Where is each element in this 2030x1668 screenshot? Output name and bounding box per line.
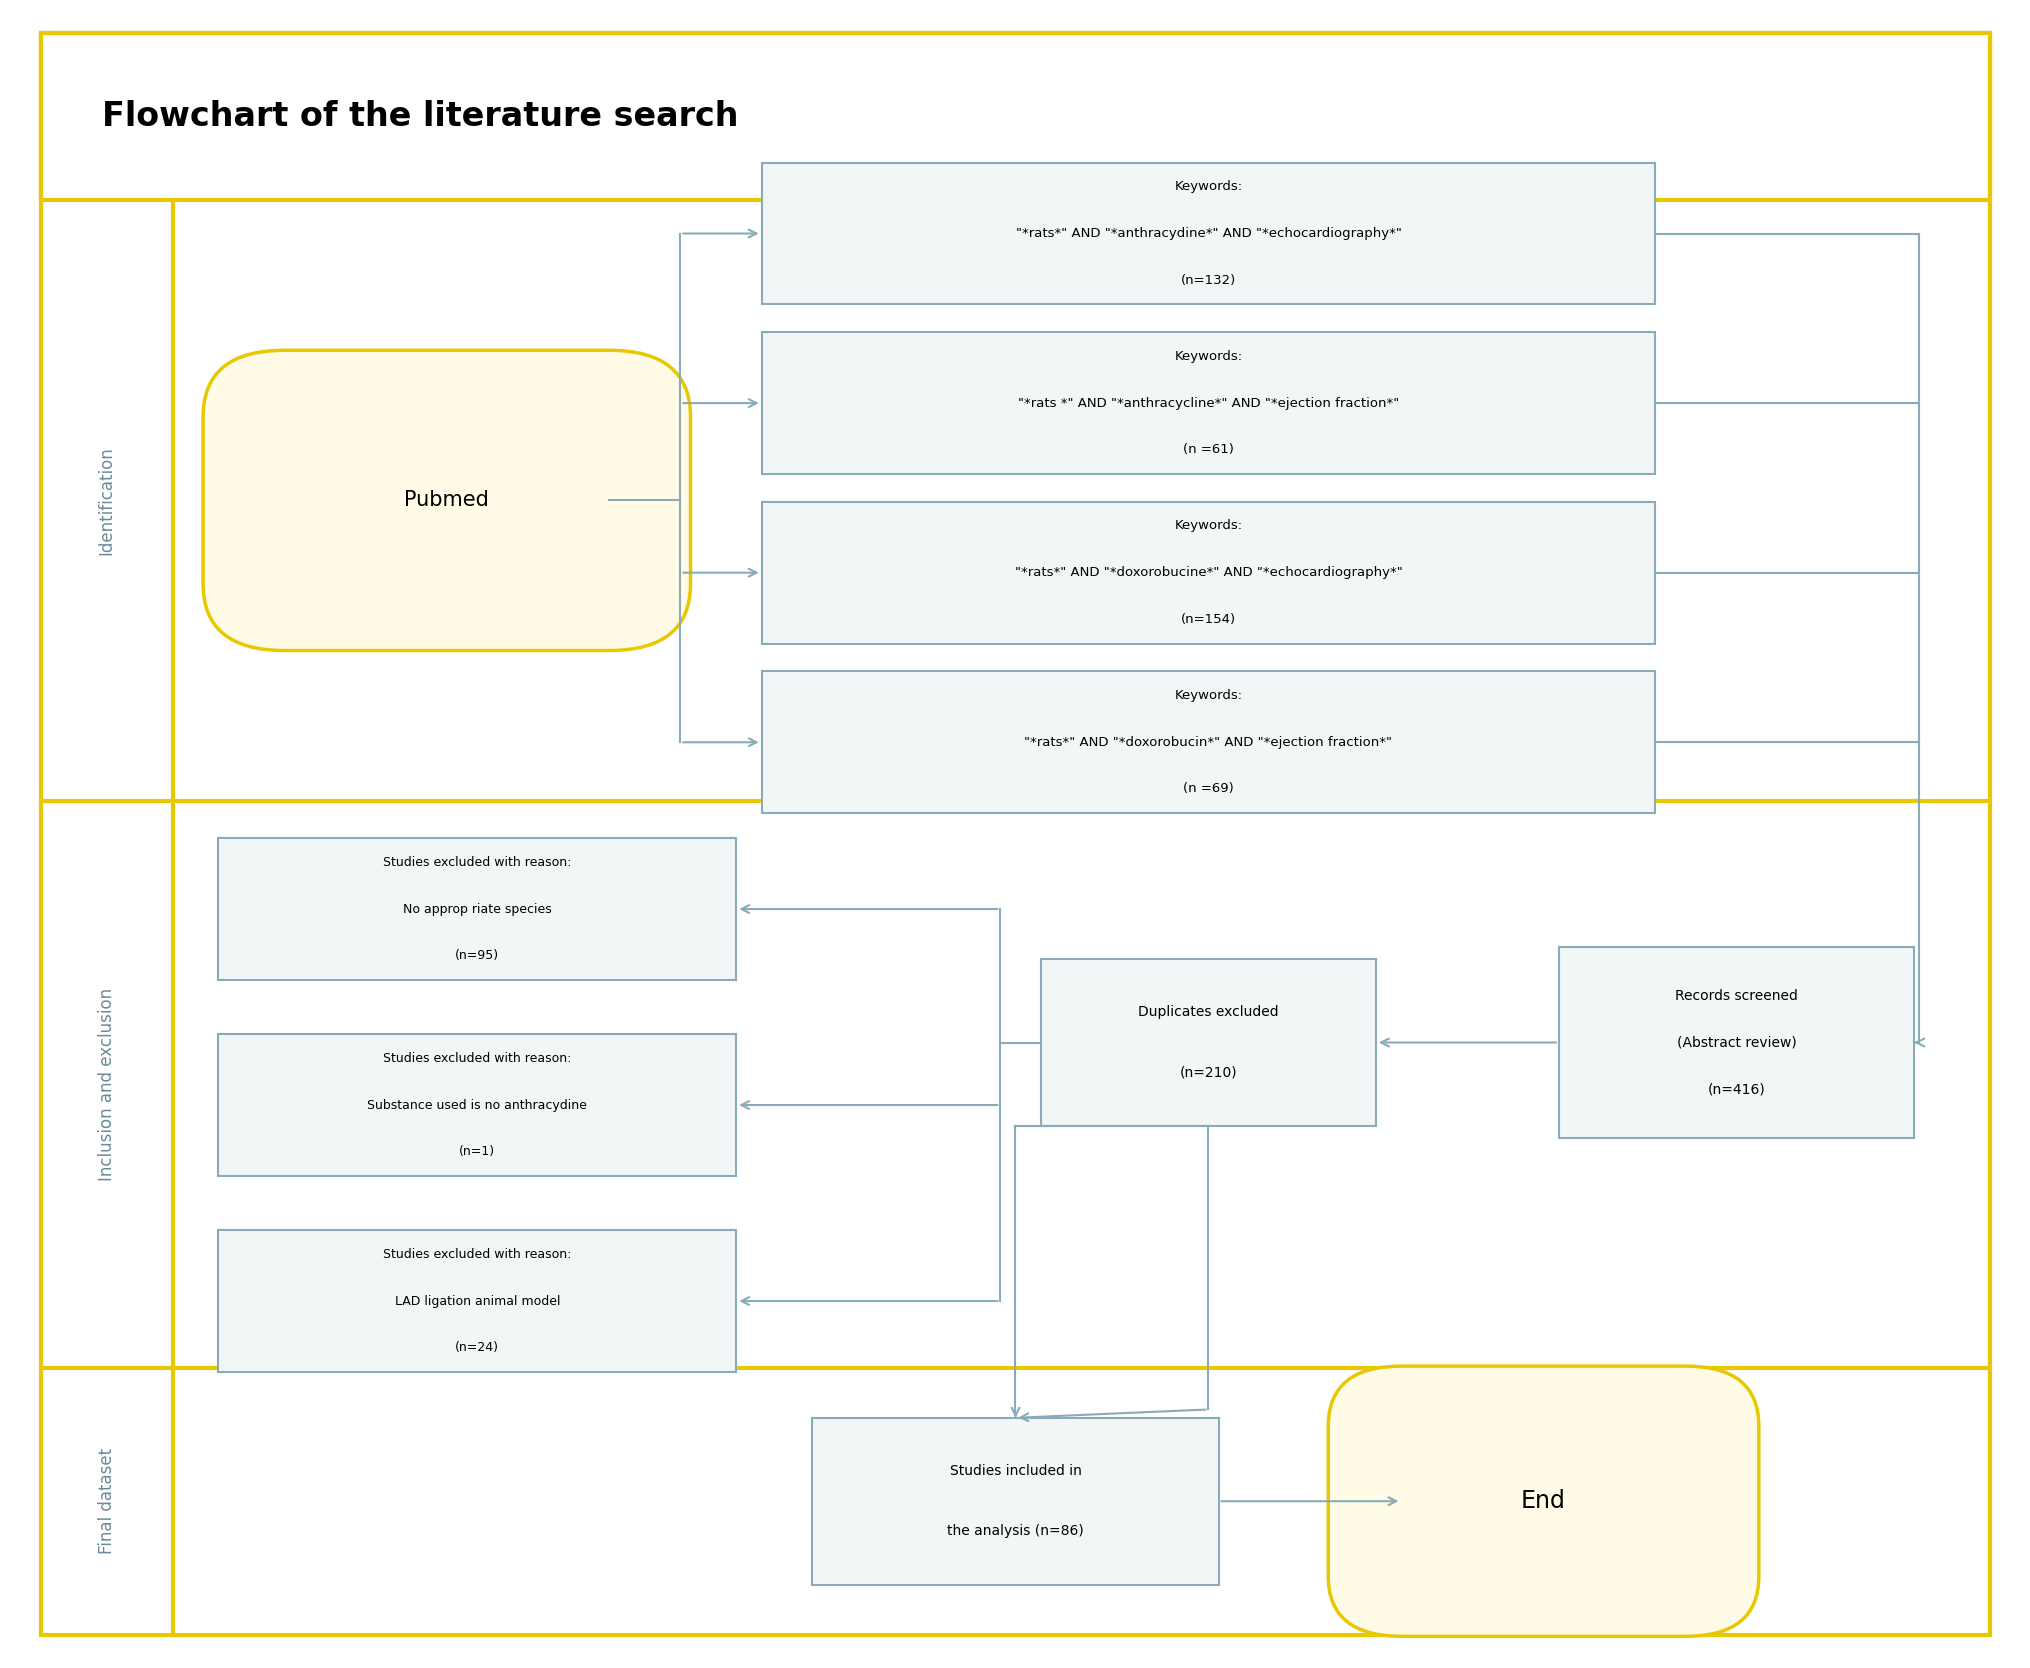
- FancyBboxPatch shape: [761, 332, 1654, 474]
- FancyBboxPatch shape: [41, 33, 1989, 200]
- Text: (n=95): (n=95): [455, 949, 499, 962]
- Text: Identification: Identification: [97, 445, 116, 555]
- Text: "*rats*" AND "*doxorobucin*" AND "*ejection fraction*": "*rats*" AND "*doxorobucin*" AND "*eject…: [1023, 736, 1393, 749]
- FancyBboxPatch shape: [1328, 1366, 1758, 1636]
- FancyBboxPatch shape: [203, 350, 690, 651]
- Text: Final dataset: Final dataset: [97, 1448, 116, 1555]
- Text: No approp riate species: No approp riate species: [402, 902, 552, 916]
- FancyBboxPatch shape: [761, 163, 1654, 305]
- Text: Keywords:: Keywords:: [1173, 180, 1242, 193]
- FancyBboxPatch shape: [1039, 959, 1376, 1126]
- Text: (n=24): (n=24): [455, 1341, 499, 1354]
- Text: Keywords:: Keywords:: [1173, 519, 1242, 532]
- Text: Keywords:: Keywords:: [1173, 350, 1242, 364]
- Text: LAD ligation animal model: LAD ligation animal model: [394, 1294, 560, 1308]
- Text: (n=416): (n=416): [1707, 1083, 1764, 1096]
- FancyBboxPatch shape: [217, 1231, 735, 1371]
- Text: (n=154): (n=154): [1179, 612, 1236, 626]
- Text: (n=1): (n=1): [459, 1146, 495, 1158]
- FancyBboxPatch shape: [1559, 947, 1912, 1138]
- Text: (Abstract review): (Abstract review): [1677, 1036, 1795, 1049]
- Text: End: End: [1520, 1490, 1565, 1513]
- Text: (n=132): (n=132): [1179, 274, 1236, 287]
- Text: Studies included in: Studies included in: [950, 1465, 1080, 1478]
- Text: Studies excluded with reason:: Studies excluded with reason:: [384, 1053, 570, 1064]
- FancyBboxPatch shape: [217, 837, 735, 979]
- Text: Duplicates excluded: Duplicates excluded: [1137, 1006, 1279, 1019]
- Text: "*rats*" AND "*anthracydine*" AND "*echocardiography*": "*rats*" AND "*anthracydine*" AND "*echo…: [1015, 227, 1401, 240]
- Text: Records screened: Records screened: [1675, 989, 1797, 1002]
- Text: Flowchart of the literature search: Flowchart of the literature search: [102, 100, 737, 133]
- Text: (n=210): (n=210): [1179, 1066, 1236, 1079]
- Text: Substance used is no anthracydine: Substance used is no anthracydine: [367, 1099, 587, 1111]
- Text: the analysis (n=86): the analysis (n=86): [946, 1525, 1084, 1538]
- Text: (n =69): (n =69): [1183, 782, 1232, 796]
- FancyBboxPatch shape: [217, 1034, 735, 1176]
- Text: "*rats*" AND "*doxorobucine*" AND "*echocardiography*": "*rats*" AND "*doxorobucine*" AND "*echo…: [1015, 565, 1401, 579]
- Text: "*rats *" AND "*anthracycline*" AND "*ejection fraction*": "*rats *" AND "*anthracycline*" AND "*ej…: [1017, 397, 1399, 410]
- Text: Pubmed: Pubmed: [404, 490, 489, 510]
- FancyBboxPatch shape: [812, 1418, 1218, 1585]
- Text: Studies excluded with reason:: Studies excluded with reason:: [384, 856, 570, 869]
- FancyBboxPatch shape: [41, 33, 1989, 1635]
- FancyBboxPatch shape: [761, 672, 1654, 812]
- Text: (n =61): (n =61): [1181, 444, 1234, 457]
- Text: Studies excluded with reason:: Studies excluded with reason:: [384, 1248, 570, 1261]
- Text: Inclusion and exclusion: Inclusion and exclusion: [97, 987, 116, 1181]
- FancyBboxPatch shape: [761, 502, 1654, 644]
- Text: Keywords:: Keywords:: [1173, 689, 1242, 702]
